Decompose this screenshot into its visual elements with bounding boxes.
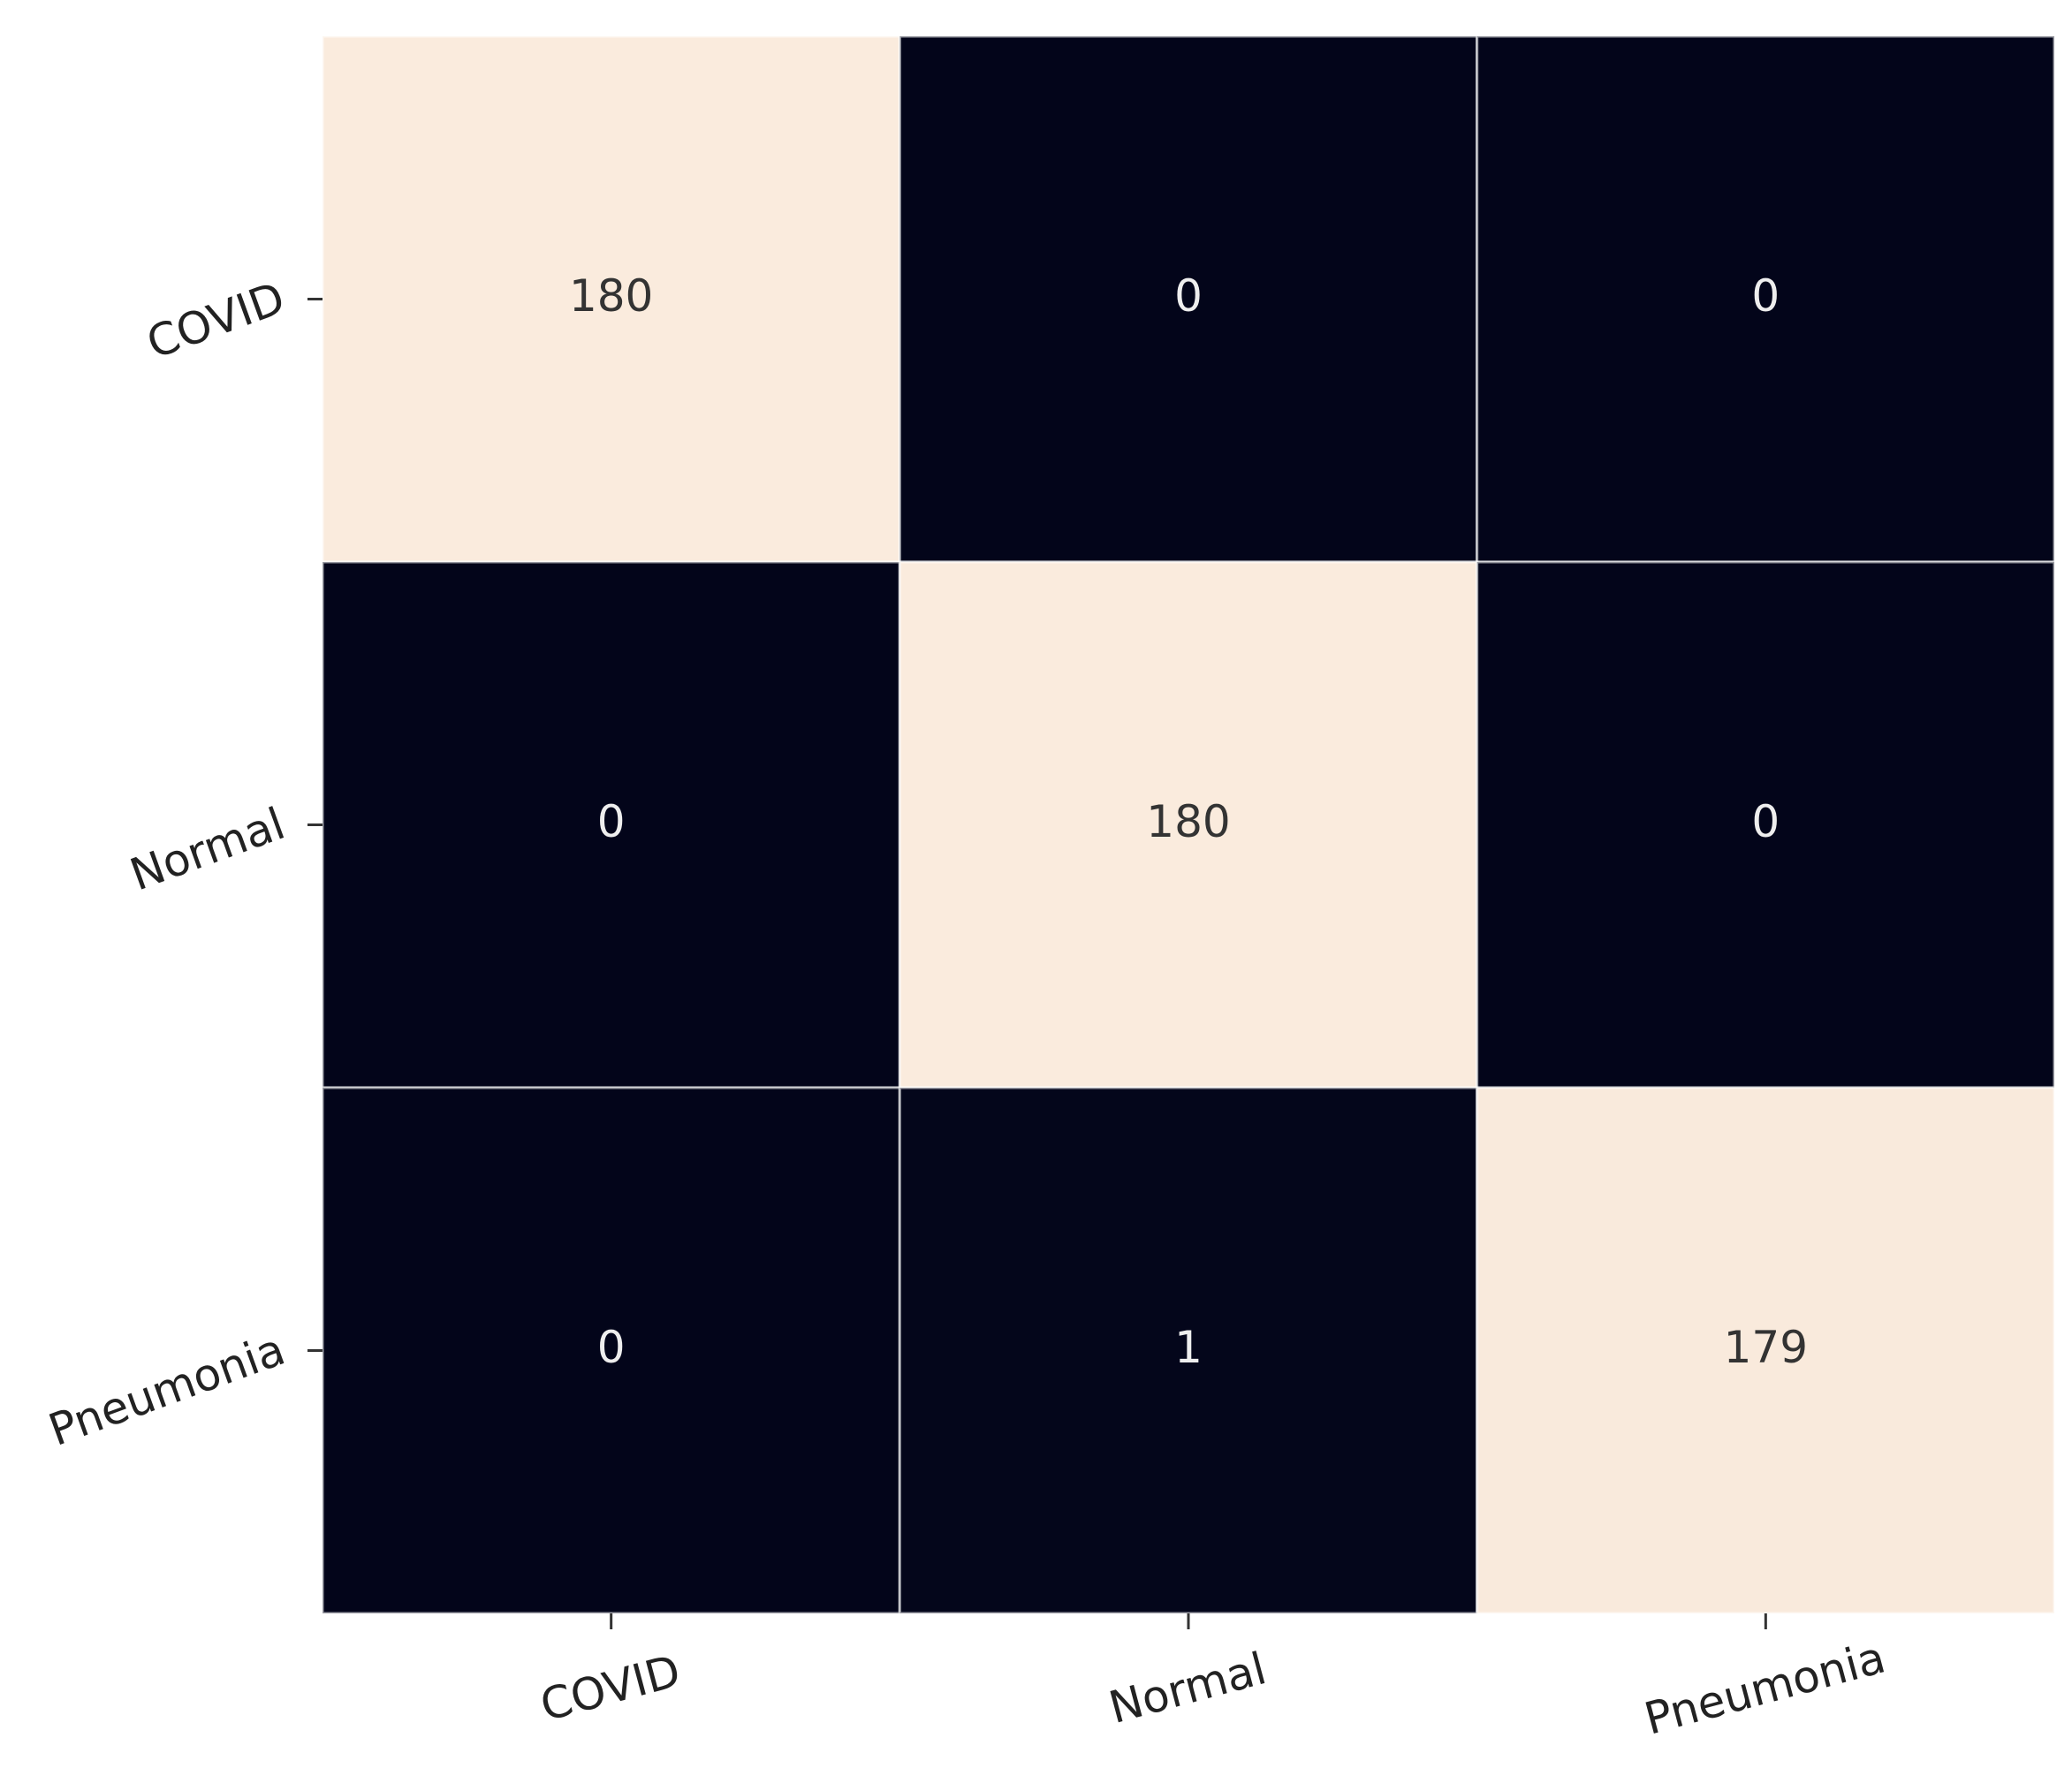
cell-label: 180 xyxy=(569,270,653,322)
heatmap-cell xyxy=(1476,560,2056,1089)
x-tick-label: COVID xyxy=(535,1645,686,1732)
y-tick-label: Pneumonia xyxy=(42,1324,292,1456)
cell-label: 0 xyxy=(1751,270,1780,322)
x-tick-label: Normal xyxy=(1104,1643,1271,1734)
cell-label: 0 xyxy=(597,796,626,847)
heatmap-cell xyxy=(321,1086,901,1615)
cell-label: 0 xyxy=(597,1322,626,1373)
cell-label: 1 xyxy=(1174,1322,1203,1373)
cell-label: 179 xyxy=(1724,1322,1808,1373)
cell-label: 0 xyxy=(1751,796,1780,847)
heatmap-cell xyxy=(1476,34,2056,564)
heatmap-cell xyxy=(321,34,901,564)
heatmap-cell xyxy=(898,34,1479,564)
cell-label: 0 xyxy=(1174,270,1203,322)
heatmap-cell xyxy=(898,560,1479,1089)
y-tick-label: COVID xyxy=(140,272,292,369)
x-tick-label: Pneumonia xyxy=(1639,1632,1890,1745)
heatmap-cell xyxy=(898,1086,1479,1615)
heatmap-cell xyxy=(321,560,901,1089)
cell-label: 180 xyxy=(1146,796,1230,847)
y-tick-label: Normal xyxy=(124,798,292,900)
